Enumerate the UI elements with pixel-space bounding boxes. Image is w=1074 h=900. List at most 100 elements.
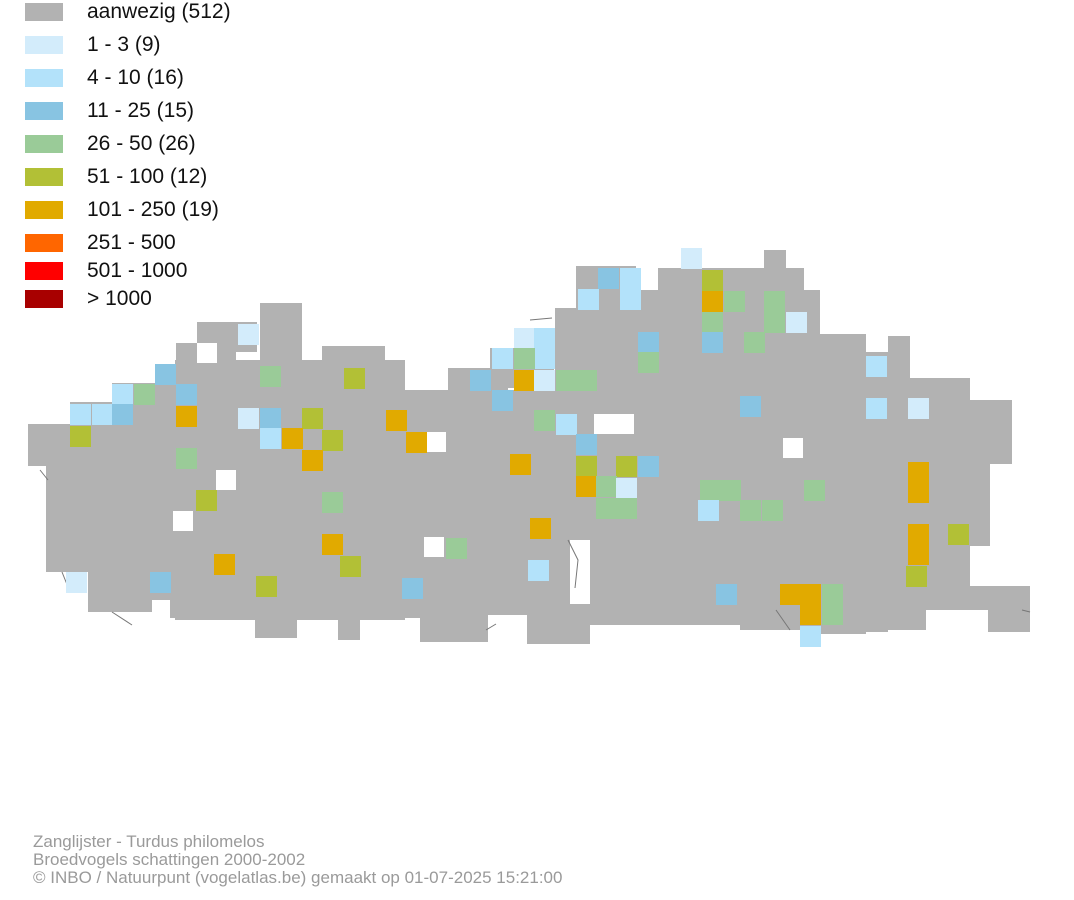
grid-cell bbox=[196, 490, 217, 511]
grid-cell bbox=[70, 404, 91, 425]
legend-swatch bbox=[25, 262, 63, 280]
grid-cell bbox=[702, 291, 723, 312]
grid-cell bbox=[340, 556, 361, 577]
grid-cell bbox=[322, 534, 343, 555]
legend-swatch bbox=[25, 36, 63, 54]
grid-cell bbox=[260, 366, 281, 387]
grid-cell bbox=[556, 370, 577, 391]
grid-cell bbox=[908, 462, 929, 483]
grid-cell bbox=[576, 370, 597, 391]
legend-label: aanwezig (512) bbox=[87, 0, 231, 23]
grid-cell bbox=[780, 584, 801, 605]
grid-cell bbox=[744, 332, 765, 353]
grid-cell bbox=[702, 270, 723, 291]
grid-cell bbox=[66, 572, 87, 593]
grid-cell bbox=[528, 560, 549, 581]
grid-cell bbox=[386, 410, 407, 431]
grid-cell bbox=[576, 476, 597, 497]
grid-cell bbox=[344, 368, 365, 389]
grid-cell bbox=[908, 398, 929, 419]
grid-cell bbox=[908, 524, 929, 545]
grid-cell bbox=[908, 544, 929, 565]
grid-cell bbox=[822, 604, 843, 625]
legend-swatch bbox=[25, 3, 63, 21]
grid-cell bbox=[764, 291, 785, 312]
grid-cell bbox=[822, 584, 843, 605]
footer: Zanglijster - Turdus philomelos Broedvog… bbox=[33, 833, 562, 887]
grid-cell bbox=[492, 390, 513, 411]
legend-item: 11 - 25 (15) bbox=[25, 99, 345, 122]
grid-cell bbox=[260, 408, 281, 429]
grid-cell bbox=[681, 248, 702, 269]
legend-swatch bbox=[25, 234, 63, 252]
legend-label: 51 - 100 (12) bbox=[87, 165, 208, 188]
grid-cell bbox=[282, 428, 303, 449]
grid-cell bbox=[402, 578, 423, 599]
grid-cell bbox=[620, 289, 641, 310]
grid-cell bbox=[576, 456, 597, 477]
grid-cell bbox=[716, 584, 737, 605]
copyright-note: © INBO / Natuurpunt (vogelatlas.be) gema… bbox=[33, 868, 563, 887]
grid-cell bbox=[406, 432, 427, 453]
grid-cell bbox=[800, 626, 821, 647]
grid-cell bbox=[150, 572, 171, 593]
grid-cell bbox=[698, 500, 719, 521]
grid-cell bbox=[702, 332, 723, 353]
grid-cell bbox=[578, 289, 599, 310]
grid-cell bbox=[596, 498, 617, 519]
grid-cell bbox=[260, 428, 281, 449]
grid-cell bbox=[470, 370, 491, 391]
legend-item: > 1000 bbox=[25, 287, 345, 310]
grid-cell bbox=[70, 426, 91, 447]
grid-cell bbox=[534, 410, 555, 431]
grid-cell bbox=[176, 406, 197, 427]
grid-cell bbox=[155, 364, 176, 385]
grid-cell bbox=[616, 498, 637, 519]
grid-cell bbox=[176, 448, 197, 469]
species-name: Zanglijster - Turdus philomelos bbox=[33, 832, 265, 851]
grid-cell bbox=[800, 584, 821, 605]
grid-cell bbox=[638, 332, 659, 353]
grid-cell bbox=[598, 268, 619, 289]
grid-cell bbox=[514, 348, 535, 369]
legend-item: 26 - 50 (26) bbox=[25, 132, 345, 155]
abundance-cells bbox=[66, 248, 969, 647]
grid-cell bbox=[740, 396, 761, 417]
grid-cell bbox=[176, 384, 197, 405]
grid-cell bbox=[740, 500, 761, 521]
legend-item: 51 - 100 (12) bbox=[25, 165, 345, 188]
dataset-name: Broedvogels schattingen 2000-2002 bbox=[33, 850, 306, 869]
legend-item: 501 - 1000 bbox=[25, 259, 345, 282]
grid-cell bbox=[720, 480, 741, 501]
grid-cell bbox=[786, 312, 807, 333]
grid-cell bbox=[302, 408, 323, 429]
grid-cell bbox=[908, 482, 929, 503]
grid-cell bbox=[112, 384, 133, 405]
grid-cell bbox=[638, 352, 659, 373]
grid-cell bbox=[238, 408, 259, 429]
grid-cell bbox=[616, 478, 637, 499]
legend-label: > 1000 bbox=[87, 287, 152, 310]
legend-item: aanwezig (512) bbox=[25, 0, 345, 23]
legend-item: 251 - 500 bbox=[25, 231, 345, 254]
legend-swatch bbox=[25, 201, 63, 219]
grid-cell bbox=[724, 291, 745, 312]
legend-label: 11 - 25 (15) bbox=[87, 99, 194, 122]
grid-cell bbox=[514, 370, 535, 391]
legend-item: 4 - 10 (16) bbox=[25, 66, 345, 89]
grid-cell bbox=[530, 518, 551, 539]
grid-cell bbox=[214, 554, 235, 575]
grid-cell bbox=[446, 538, 467, 559]
legend-label: 101 - 250 (19) bbox=[87, 198, 219, 221]
absent-cells bbox=[173, 343, 803, 604]
legend-label: 251 - 500 bbox=[87, 231, 176, 254]
grid-cell bbox=[764, 312, 785, 333]
grid-cell bbox=[256, 576, 277, 597]
legend-swatch bbox=[25, 69, 63, 87]
grid-cell bbox=[596, 476, 617, 497]
grid-cell bbox=[576, 434, 597, 455]
grid-cell bbox=[492, 348, 513, 369]
legend-swatch bbox=[25, 135, 63, 153]
legend-swatch bbox=[25, 168, 63, 186]
